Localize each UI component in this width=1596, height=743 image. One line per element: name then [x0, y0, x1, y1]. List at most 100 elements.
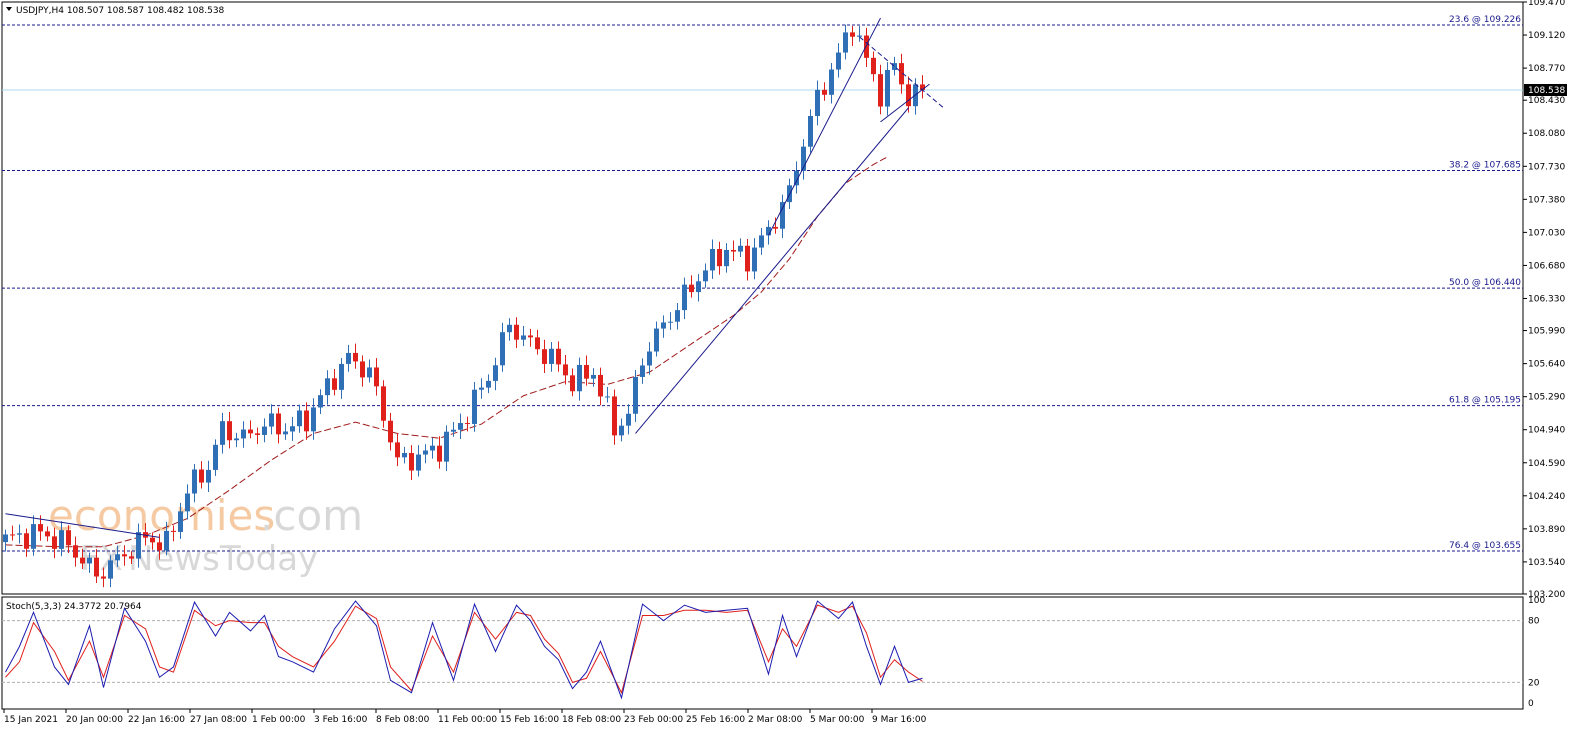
stoch-pane: [1, 596, 1524, 710]
candle-body: [227, 421, 232, 441]
candle-body: [605, 396, 610, 398]
candle-body: [878, 74, 883, 107]
candle-body: [101, 576, 106, 579]
candle-body: [388, 420, 393, 443]
x-tick-label: 20 Jan 00:00: [66, 715, 123, 725]
x-tick-label: 27 Jan 08:00: [190, 715, 247, 725]
x-tick-label: 15 Jan 2021: [4, 715, 58, 725]
candle-body: [157, 542, 162, 551]
candle-body: [640, 365, 645, 377]
x-tick-label: 2 Mar 08:00: [748, 715, 803, 725]
candle-body: [276, 413, 281, 435]
watermark-com: .com: [260, 491, 363, 540]
candle-body: [675, 310, 680, 322]
current-price-label: 108.538: [1528, 86, 1565, 96]
candle-body: [668, 321, 673, 323]
candle-body: [689, 284, 694, 293]
candle-body: [213, 444, 218, 470]
candle-body: [654, 328, 659, 352]
candle-body: [360, 361, 365, 378]
chart-header: USDJPY,H4 108.507 108.587 108.482 108.53…: [16, 6, 225, 16]
candle-body: [297, 410, 302, 427]
candle-body: [717, 248, 722, 267]
candle-body: [626, 413, 631, 426]
candle-body: [451, 429, 456, 432]
fib-label: 50.0 @ 106.440: [1449, 278, 1521, 288]
candle-body: [332, 378, 337, 390]
candle-body: [346, 352, 351, 364]
candle-body: [899, 63, 904, 85]
candle-body: [542, 349, 547, 364]
y-tick-label: 103.200: [1528, 590, 1565, 600]
dropdown-triangle-icon[interactable]: [6, 7, 12, 11]
candle-body: [73, 545, 78, 558]
candle-body: [563, 364, 568, 376]
candle-body: [402, 453, 407, 458]
stoch-level-label: 20: [1528, 678, 1540, 688]
candle-body: [185, 493, 190, 512]
candle-body: [808, 115, 813, 147]
candle-body: [234, 438, 239, 441]
stochastic-oscillator: 0 20 80 100: [2, 596, 1545, 709]
candle-body: [598, 374, 603, 397]
candle-body: [59, 530, 64, 549]
candle-body: [864, 35, 869, 58]
candle-body: [703, 270, 708, 282]
candle-body: [52, 536, 57, 549]
candle-body: [745, 245, 750, 272]
candle-body: [843, 32, 848, 53]
y-tick-label: 104.240: [1528, 492, 1565, 502]
y-tick-label: 103.540: [1528, 558, 1565, 568]
y-tick-label: 104.940: [1528, 426, 1565, 436]
candle-body: [794, 170, 799, 186]
y-tick-label: 103.890: [1528, 525, 1565, 535]
candle-body: [507, 324, 512, 333]
candle-body: [192, 469, 197, 494]
candle-body: [710, 248, 715, 271]
y-tick-label: 106.680: [1528, 261, 1565, 271]
candle-body: [591, 374, 596, 379]
candle-body: [892, 63, 897, 70]
candle-body: [444, 431, 449, 462]
y-tick-label: 109.470: [1528, 0, 1565, 8]
stoch-level-label: 100: [1528, 596, 1545, 606]
candle-body: [850, 32, 855, 37]
fib-label: 38.2 @ 107.685: [1449, 161, 1521, 171]
fib-levels: 23.6 @ 109.226 38.2 @ 107.685 50.0 @ 106.4…: [2, 15, 1523, 552]
candle-body: [31, 524, 36, 549]
candle-body: [353, 352, 358, 362]
candle-body: [339, 363, 344, 390]
candle-body: [178, 511, 183, 532]
x-tick-label: 15 Feb 16:00: [500, 715, 559, 725]
trendlines: [5, 17, 944, 538]
x-tick-label: 25 Feb 16:00: [686, 715, 745, 725]
candle-body: [822, 89, 827, 95]
candle-body: [367, 367, 372, 378]
candle-body: [829, 69, 834, 95]
candle-body: [220, 421, 225, 445]
stoch-k-line: [5, 600, 923, 700]
candle-body: [570, 375, 575, 392]
y-tick-label: 105.640: [1528, 360, 1565, 370]
candle-body: [619, 425, 624, 436]
candle-body: [584, 364, 589, 379]
candle-body: [24, 533, 29, 549]
y-tick-label: 106.330: [1528, 294, 1565, 304]
candle-body: [885, 69, 890, 107]
candle-body: [10, 534, 15, 536]
candle-body: [38, 524, 43, 532]
x-tick-label: 11 Feb 00:00: [438, 715, 497, 725]
candle-body: [129, 556, 134, 559]
candle-body: [486, 380, 491, 388]
y-tick-label: 108.770: [1528, 64, 1565, 74]
stoch-level-label: 0: [1528, 699, 1534, 709]
candle-body: [661, 322, 666, 329]
candle-body: [815, 89, 820, 116]
watermark-economies: economies: [48, 491, 275, 540]
candle-body: [325, 378, 330, 396]
candle-body: [759, 235, 764, 248]
candle-body: [633, 376, 638, 414]
candle-body: [374, 367, 379, 387]
candle-body: [171, 530, 176, 532]
